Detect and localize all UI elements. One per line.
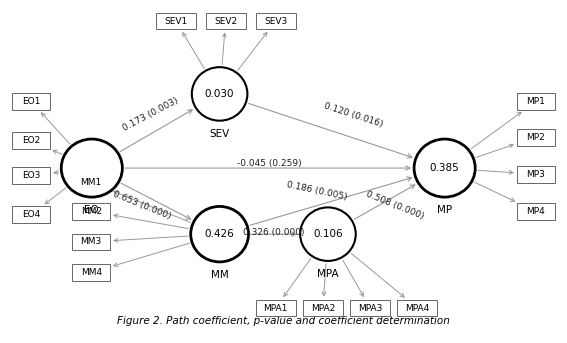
Ellipse shape	[414, 139, 475, 197]
FancyBboxPatch shape	[12, 167, 50, 184]
FancyBboxPatch shape	[517, 166, 555, 182]
Text: 0.173 (0.003): 0.173 (0.003)	[121, 96, 180, 133]
Ellipse shape	[191, 206, 248, 262]
Text: MP3: MP3	[526, 170, 545, 179]
Ellipse shape	[192, 67, 247, 121]
Text: MP4: MP4	[526, 207, 545, 216]
FancyBboxPatch shape	[517, 203, 555, 220]
Text: MM3: MM3	[81, 237, 102, 246]
Text: EO2: EO2	[22, 136, 40, 145]
Text: 0.385: 0.385	[430, 163, 459, 173]
Text: MPA1: MPA1	[264, 304, 288, 312]
Text: 0.030: 0.030	[205, 89, 234, 99]
FancyBboxPatch shape	[350, 300, 390, 316]
FancyBboxPatch shape	[73, 203, 110, 220]
FancyBboxPatch shape	[73, 234, 110, 250]
Text: SEV1: SEV1	[164, 16, 187, 25]
Text: MM1: MM1	[81, 178, 102, 187]
FancyBboxPatch shape	[303, 300, 343, 316]
Text: MPA3: MPA3	[358, 304, 382, 312]
Text: 0.426: 0.426	[205, 229, 235, 239]
Text: EO3: EO3	[22, 171, 40, 180]
Text: EO4: EO4	[22, 210, 40, 219]
FancyBboxPatch shape	[397, 300, 437, 316]
Text: Figure 2. Path coefficient, p-value and coefficient determination: Figure 2. Path coefficient, p-value and …	[117, 316, 450, 326]
FancyBboxPatch shape	[156, 13, 196, 29]
Text: SEV3: SEV3	[264, 16, 287, 25]
Text: EO1: EO1	[22, 97, 40, 106]
Text: MP: MP	[437, 205, 452, 215]
Ellipse shape	[61, 139, 122, 197]
FancyBboxPatch shape	[73, 264, 110, 281]
Text: 0.653 (0.000): 0.653 (0.000)	[112, 189, 172, 221]
Text: MPA4: MPA4	[405, 304, 430, 312]
Text: MM2: MM2	[81, 207, 102, 216]
Text: MP2: MP2	[526, 133, 545, 142]
Text: 0.120 (0.016): 0.120 (0.016)	[322, 101, 384, 129]
Text: EO: EO	[84, 205, 99, 215]
Text: MM: MM	[211, 270, 229, 280]
Text: 0.508 (0.000): 0.508 (0.000)	[365, 189, 425, 221]
FancyBboxPatch shape	[12, 93, 50, 110]
Text: SEV2: SEV2	[214, 16, 237, 25]
FancyBboxPatch shape	[12, 132, 50, 149]
FancyBboxPatch shape	[517, 93, 555, 110]
Text: MP1: MP1	[526, 97, 545, 106]
FancyBboxPatch shape	[73, 174, 110, 191]
Text: -0.045 (0.259): -0.045 (0.259)	[238, 159, 302, 168]
Text: MPA: MPA	[317, 269, 338, 279]
Text: 0.106: 0.106	[313, 229, 343, 239]
Ellipse shape	[300, 208, 356, 261]
FancyBboxPatch shape	[12, 206, 50, 223]
FancyBboxPatch shape	[206, 13, 246, 29]
Text: 0.186 (0.005): 0.186 (0.005)	[286, 180, 348, 201]
Text: SEV: SEV	[209, 129, 230, 139]
Text: MM4: MM4	[81, 268, 102, 277]
FancyBboxPatch shape	[256, 300, 296, 316]
Text: MPA2: MPA2	[311, 304, 335, 312]
Text: 0.326 (0.000): 0.326 (0.000)	[243, 228, 305, 237]
FancyBboxPatch shape	[256, 13, 296, 29]
FancyBboxPatch shape	[517, 129, 555, 145]
